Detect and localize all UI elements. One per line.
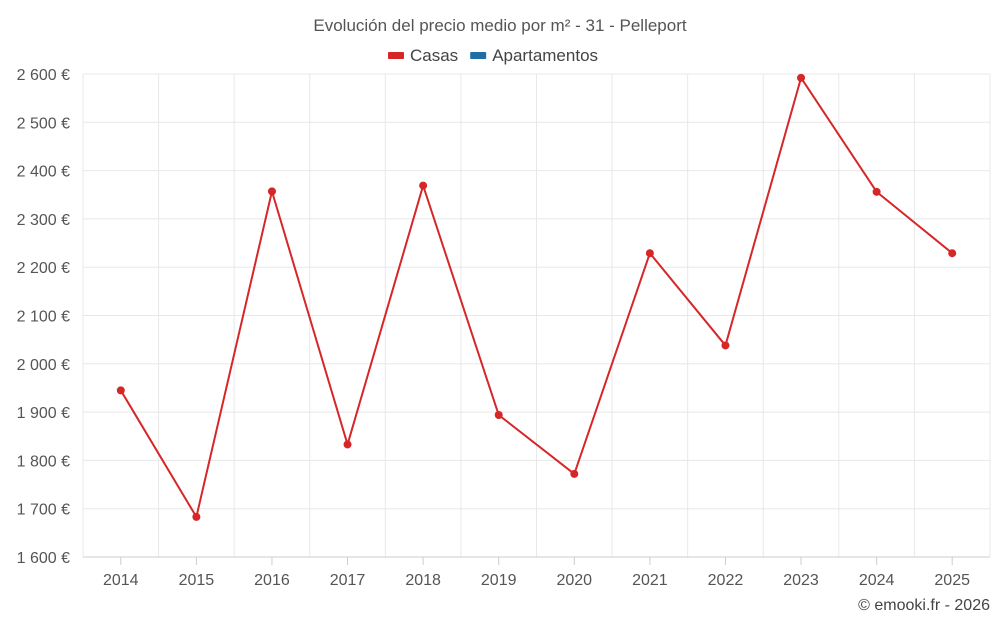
data-point-casas [645, 249, 654, 258]
x-tick-label: 2020 [556, 572, 592, 589]
x-tick-label: 2023 [783, 572, 819, 589]
x-tick-label: 2024 [859, 572, 895, 589]
chart-title: Evolución del precio medio por m² - 31 -… [313, 16, 687, 35]
x-tick-label: 2025 [934, 572, 970, 589]
x-tick-label: 2021 [632, 572, 668, 589]
y-tick-label: 2 300 € [17, 212, 70, 229]
legend-swatch-casas [388, 52, 404, 59]
x-tick-label: 2016 [254, 572, 290, 589]
x-tick-label: 2017 [330, 572, 366, 589]
x-tick-label: 2015 [179, 572, 215, 589]
y-tick-label: 2 400 € [17, 164, 70, 181]
x-axis-labels: 2014 2015 2016 2017 2018 2019 2020 2021 2022 2023… [103, 557, 970, 589]
data-point-casas [721, 341, 730, 350]
data-point-casas [494, 410, 503, 419]
y-tick-label: 1 900 € [17, 405, 70, 422]
x-tick-label: 2019 [481, 572, 517, 589]
data-point-casas [343, 440, 352, 449]
data-point-casas [570, 469, 579, 478]
data-point-casas [948, 249, 957, 258]
legend-label-apartamentos: Apartamentos [492, 46, 598, 65]
y-tick-label: 2 200 € [17, 260, 70, 277]
data-point-casas [267, 187, 276, 196]
y-tick-label: 2 500 € [17, 115, 70, 132]
data-point-casas [797, 73, 806, 82]
series-layer [116, 73, 957, 521]
x-tick-label: 2014 [103, 572, 139, 589]
data-point-casas [116, 386, 125, 395]
y-tick-label: 1 800 € [17, 453, 70, 470]
y-tick-label: 2 000 € [17, 357, 70, 374]
y-tick-label: 1 600 € [17, 550, 70, 567]
data-point-casas [872, 187, 881, 196]
y-tick-label: 1 700 € [17, 502, 70, 519]
series-line-casas [119, 76, 953, 518]
data-point-casas [419, 181, 428, 190]
credit-text: © emooki.fr - 2026 [858, 597, 990, 614]
y-tick-label: 2 100 € [17, 309, 70, 326]
x-tick-label: 2018 [405, 572, 441, 589]
data-point-casas [192, 512, 201, 521]
y-tick-label: 2 600 € [17, 67, 70, 84]
y-axis-labels: 1 600 € 1 700 € 1 800 € 1 900 € 2 000 € 2 100… [17, 67, 70, 567]
y-gridlines [83, 73, 990, 558]
legend-label-casas: Casas [410, 46, 458, 65]
legend: Casas Apartamentos [388, 46, 598, 65]
x-tick-label: 2022 [708, 572, 744, 589]
legend-swatch-apartamentos [470, 52, 487, 59]
